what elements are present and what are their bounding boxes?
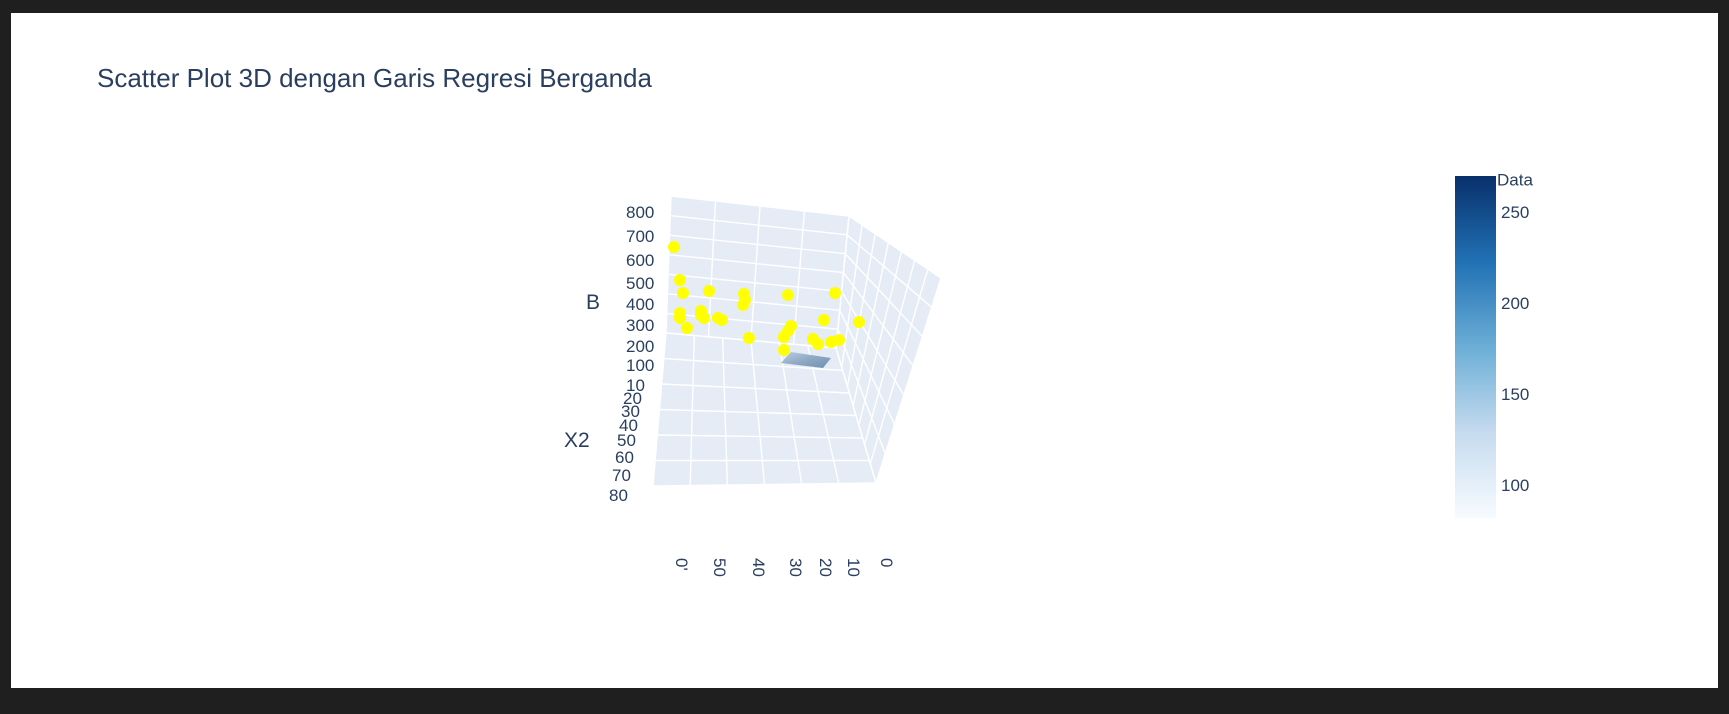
grid-line [835,215,850,349]
data-point [818,314,830,326]
data-point [674,274,686,286]
z-tick: 400 [626,295,654,314]
grid-line [668,254,844,274]
grid-lines [652,195,942,487]
y-tick: 10 [626,376,645,395]
data-point [778,331,790,343]
grid-line [661,383,850,394]
grid-line [659,408,857,417]
data-point [698,312,710,324]
grid-line [670,214,848,236]
grid-line [846,234,933,308]
plot-card: Scatter Plot 3D dengan Garis Regresi Ber… [11,13,1718,688]
data-point [674,312,686,324]
y-tick: 60 [615,448,634,467]
regression-surface [781,352,831,368]
z-tick: 200 [626,337,654,356]
z-tick: 100 [626,356,654,375]
grid-line [750,205,761,341]
data-point [782,289,794,301]
colorbar-tick: 250 [1501,203,1529,222]
grid-line [840,291,905,396]
data-point [812,338,824,350]
grid-line [652,482,877,487]
data-point [853,316,865,328]
grid-line [863,260,916,445]
grid-line [669,234,846,255]
data-point [677,287,689,299]
colorbar-tick: 200 [1501,294,1529,313]
z-tick: 300 [626,316,654,335]
z-tick: 800 [626,203,654,222]
data-point [833,334,845,346]
y-tick: 30 [621,402,640,421]
scene-3d[interactable]: 800 700 600 500 400 300 200 100 10 20 30… [11,13,1718,688]
x-tick: 20 [816,558,835,577]
grid-line [848,215,942,279]
z-tick: 700 [626,227,654,246]
grid-line [667,293,840,311]
y-tick: 70 [612,466,631,485]
x-tick: 40 [749,558,768,577]
colorbar-tick: 100 [1501,476,1529,495]
x-tick: 50 [710,558,729,577]
grid-line [844,253,923,338]
data-point [716,314,728,326]
x-tick-labels: 0' 50 40 30 20 10 0 [672,558,896,577]
data-point [668,241,680,253]
data-point [743,332,755,344]
data-point [778,344,790,356]
grid-line [665,195,672,334]
y-tick: 80 [609,486,628,505]
colorbar-title: Data [1497,170,1533,189]
grid-line [852,242,890,407]
grid-line [846,233,876,387]
grid-line [869,268,929,464]
z-axis-title: B [586,291,600,314]
data-point [737,299,749,311]
colorbar: Data 250 200 150 100 [1455,170,1533,518]
x-tick: 0 [877,558,896,567]
grid-line [858,251,903,426]
z-tick-labels: 800 700 600 500 400 300 200 100 [626,203,654,375]
grid-line [837,328,886,454]
x-tick: 30 [786,558,805,577]
z-tick: 600 [626,251,654,270]
data-point [681,322,693,334]
y-tick-labels: 10 20 30 40 50 60 70 80 [609,376,645,505]
grid-line [842,272,914,367]
colorbar-gradient [1455,176,1496,518]
grid-line [670,195,850,217]
y-tick: 40 [619,416,638,435]
grid-line [707,200,717,337]
colorbar-tick: 150 [1501,385,1529,404]
data-point [829,287,841,299]
scatter-points [668,241,865,356]
grid-line [841,224,863,368]
grid-line [875,277,942,484]
grid-line [657,434,863,439]
y-tick: 50 [617,431,636,450]
grid-line [663,357,843,372]
x-tick: 0' [672,558,691,571]
y-tick: 20 [623,389,642,408]
grid-line [668,273,842,293]
chart-title: Scatter Plot 3D dengan Garis Regresi Ber… [97,63,652,93]
side-wall [836,216,941,483]
data-point [703,285,715,297]
grid-line [839,309,896,425]
x-tick: 10 [844,558,863,577]
floor [653,333,876,486]
z-tick: 500 [626,274,654,293]
y-axis-title: X2 [564,429,590,452]
